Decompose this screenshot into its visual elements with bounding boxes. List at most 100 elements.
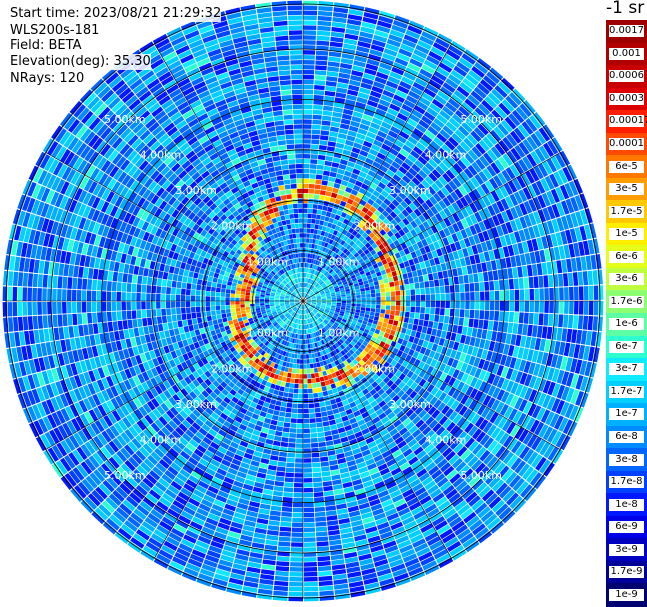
range-gate-cell — [410, 295, 416, 301]
range-gate-cell — [303, 487, 314, 493]
range-gate-cell — [454, 241, 462, 251]
range-gate-cell — [304, 282, 306, 288]
range-gate-cell — [410, 190, 420, 199]
range-gate-cell — [383, 233, 390, 241]
range-gate-cell — [459, 171, 470, 182]
range-gate-cell — [334, 248, 340, 254]
range-gate-cell — [551, 368, 560, 383]
range-gate-cell — [321, 294, 326, 298]
range-gate-cell — [265, 474, 276, 481]
range-gate-cell — [270, 505, 282, 512]
range-gate-cell — [451, 40, 466, 53]
range-gate-cell — [313, 229, 318, 235]
range-gate-cell — [340, 292, 346, 295]
range-gate-cell — [332, 230, 338, 236]
range-gate-cell — [323, 277, 328, 282]
range-gate-cell — [387, 130, 399, 139]
range-gate-cell — [358, 36, 373, 44]
range-gate-cell — [341, 298, 346, 301]
range-gate-cell — [355, 291, 361, 296]
range-gate-cell — [333, 283, 338, 288]
range-gate-cell — [567, 314, 574, 329]
range-gate-cell — [333, 488, 344, 495]
range-gate-cell — [377, 206, 385, 214]
range-gate-cell — [454, 351, 462, 361]
range-gate-cell — [383, 117, 394, 126]
range-gate-cell — [331, 301, 337, 303]
range-gate-cell — [303, 339, 306, 344]
range-gate-cell — [319, 274, 324, 279]
range-gate-cell — [505, 221, 514, 234]
range-gate-cell — [345, 165, 354, 173]
range-gate-cell — [321, 411, 328, 417]
range-gate-cell — [335, 308, 341, 311]
range-gate-cell — [489, 177, 499, 190]
range-gate-cell — [335, 320, 341, 325]
range-gate-cell — [487, 205, 496, 217]
range-gate-cell — [365, 235, 372, 242]
range-gate-cell — [536, 263, 543, 276]
range-gate-cell — [303, 213, 308, 218]
range-gate-cell — [306, 302, 311, 304]
range-gate-cell — [531, 436, 542, 451]
range-gate-cell — [326, 296, 331, 299]
range-gate-cell — [416, 196, 425, 205]
range-gate-cell — [444, 285, 450, 294]
range-gate-cell — [352, 111, 364, 119]
range-gate-cell — [390, 286, 395, 292]
range-gate-cell — [403, 71, 417, 81]
range-gate-cell — [433, 192, 442, 203]
range-gate-cell — [510, 256, 517, 268]
range-gate-cell — [365, 290, 371, 295]
range-gate-cell — [433, 136, 444, 147]
range-gate-cell — [480, 291, 485, 301]
range-gate-cell — [522, 348, 530, 360]
range-gate-cell — [507, 345, 515, 357]
range-gate-cell — [521, 415, 531, 429]
range-gate-cell — [317, 312, 322, 316]
range-gate-cell — [362, 72, 376, 81]
range-gate-cell — [310, 368, 315, 374]
range-gate-cell — [505, 167, 516, 180]
range-gate-cell — [400, 301, 406, 306]
range-gate-cell — [467, 164, 478, 176]
range-gate-cell — [279, 531, 291, 537]
range-gate-cell — [399, 311, 405, 317]
range-gate-cell — [329, 228, 335, 234]
range-gate-cell — [540, 178, 550, 192]
range-gate-cell — [356, 264, 362, 270]
range-gate-cell — [483, 152, 494, 165]
range-gate-cell — [440, 301, 445, 308]
range-gate-cell — [303, 384, 308, 389]
range-gate-cell — [352, 266, 358, 272]
range-gate-cell — [376, 152, 386, 161]
range-gate-cell — [518, 429, 529, 443]
range-gate-cell — [341, 196, 349, 203]
range-gate-cell — [319, 268, 324, 273]
range-gate-cell — [309, 423, 317, 428]
range-gate-cell — [496, 364, 504, 376]
range-gate-cell — [524, 252, 532, 265]
range-gate-cell — [325, 155, 334, 162]
range-gate-cell — [465, 292, 470, 301]
range-gate-cell — [344, 170, 352, 177]
range-gate-cell — [453, 162, 463, 174]
range-gate-cell — [330, 319, 335, 324]
range-gate-cell — [326, 305, 331, 309]
range-gate-cell — [403, 346, 411, 354]
range-gate-cell — [319, 194, 325, 201]
range-gate-cell — [306, 295, 310, 299]
range-gate-cell — [542, 207, 551, 221]
range-gate-cell — [311, 213, 317, 219]
range-gate-cell — [561, 215, 569, 230]
range-gate-cell — [303, 129, 312, 134]
range-gate-cell — [406, 253, 413, 261]
range-gate-cell — [412, 324, 418, 331]
range-gate-cell — [575, 211, 584, 226]
range-gate-cell — [361, 232, 369, 239]
range-gate-cell — [533, 211, 542, 224]
range-gate-cell — [397, 337, 404, 345]
range-gate-cell — [296, 359, 300, 364]
range-gate-cell — [329, 250, 335, 257]
range-gate-cell — [490, 427, 501, 440]
